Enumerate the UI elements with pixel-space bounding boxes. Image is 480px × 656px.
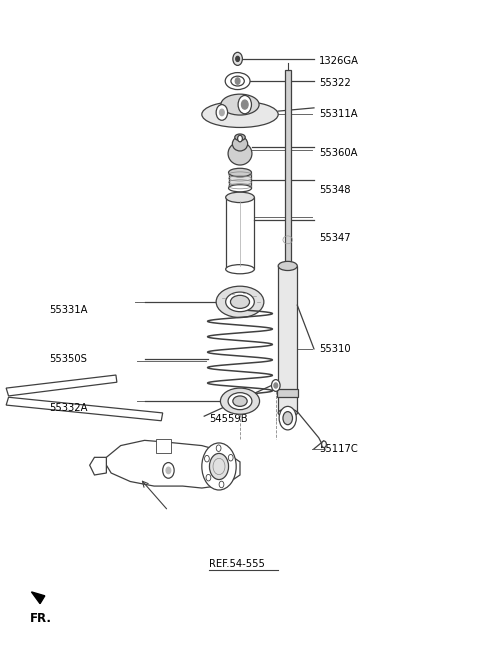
Circle shape [233, 52, 242, 66]
Circle shape [202, 443, 236, 490]
Circle shape [235, 78, 240, 85]
Circle shape [163, 462, 174, 478]
Ellipse shape [235, 134, 245, 140]
Circle shape [279, 406, 296, 430]
Text: 55322: 55322 [319, 78, 350, 88]
Circle shape [209, 453, 228, 480]
Circle shape [272, 380, 280, 392]
Circle shape [216, 445, 221, 451]
Text: 55331A: 55331A [49, 304, 88, 315]
Circle shape [206, 474, 211, 481]
Ellipse shape [232, 136, 248, 151]
Bar [228, 173, 252, 188]
Polygon shape [107, 440, 240, 488]
Polygon shape [6, 375, 117, 396]
Polygon shape [6, 398, 163, 420]
Circle shape [236, 56, 240, 62]
Circle shape [274, 383, 278, 388]
Ellipse shape [278, 261, 297, 270]
Circle shape [219, 482, 224, 487]
Circle shape [228, 455, 233, 461]
Circle shape [238, 135, 242, 142]
Bar [226, 197, 254, 269]
Text: 54559B: 54559B [209, 415, 248, 424]
Circle shape [283, 411, 292, 424]
Circle shape [166, 467, 171, 474]
Ellipse shape [233, 396, 247, 406]
Text: 55310: 55310 [319, 344, 350, 354]
Ellipse shape [228, 184, 252, 192]
Ellipse shape [221, 94, 259, 115]
Text: 55360A: 55360A [319, 148, 357, 158]
Circle shape [322, 441, 326, 447]
Ellipse shape [226, 292, 254, 312]
Circle shape [219, 109, 224, 115]
Ellipse shape [216, 286, 264, 318]
Text: 55350S: 55350S [49, 354, 87, 364]
Ellipse shape [228, 393, 252, 409]
Text: 55311A: 55311A [319, 109, 358, 119]
Ellipse shape [225, 73, 250, 90]
Polygon shape [32, 592, 45, 604]
Text: 1326GA: 1326GA [319, 56, 359, 66]
Ellipse shape [226, 264, 254, 274]
Text: 55117C: 55117C [319, 444, 358, 454]
Bar [277, 389, 298, 397]
Text: REF.54-555: REF.54-555 [209, 560, 265, 569]
Bar [156, 439, 171, 453]
Text: 55348: 55348 [319, 184, 350, 195]
Ellipse shape [220, 388, 260, 414]
Ellipse shape [202, 101, 278, 127]
Text: FR.: FR. [30, 611, 52, 625]
Text: 55332A: 55332A [49, 403, 88, 413]
Ellipse shape [228, 142, 252, 165]
Bar [278, 266, 297, 413]
Circle shape [216, 104, 228, 120]
Text: 55347: 55347 [319, 233, 350, 243]
Circle shape [241, 100, 248, 109]
Ellipse shape [231, 76, 244, 86]
Ellipse shape [226, 192, 254, 203]
Ellipse shape [228, 169, 252, 176]
Bar [285, 70, 290, 266]
Ellipse shape [278, 409, 297, 417]
Ellipse shape [230, 295, 250, 308]
Circle shape [204, 455, 209, 462]
Polygon shape [90, 457, 107, 475]
Circle shape [238, 96, 252, 113]
